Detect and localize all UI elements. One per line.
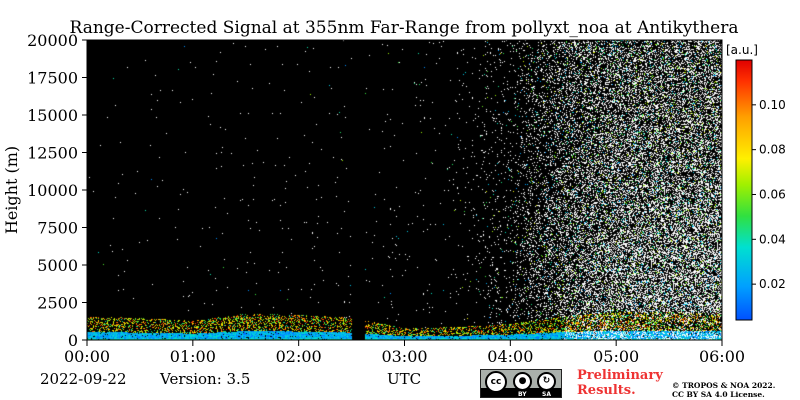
- x-tick-label: 06:00: [699, 347, 745, 366]
- colorbar-tick-label: 0.04: [759, 232, 786, 246]
- sa-label: SA: [542, 391, 551, 398]
- signal-heatmap-image: [87, 40, 722, 340]
- by-label: BY: [518, 391, 527, 398]
- y-tick-label: 17500: [27, 69, 78, 88]
- by-person-icon: ●: [513, 372, 532, 391]
- x-tick-label: 02:00: [276, 347, 322, 366]
- colorbar-tick-label: 0.10: [759, 98, 786, 112]
- colorbar: [735, 59, 753, 321]
- cc-license-badge: cc ● ↻ BY SA: [480, 369, 562, 398]
- chart-title: Range-Corrected Signal at 355nm Far-Rang…: [70, 18, 739, 38]
- y-tick-label: 0: [68, 331, 78, 350]
- x-tick-label: 00:00: [64, 347, 110, 366]
- preliminary-line2: Results.: [577, 383, 636, 398]
- colorbar-unit-label: [a.u.]: [726, 43, 758, 57]
- x-axis: 00:00 01:00 02:00 03:00 04:00 05:00 06:00: [64, 340, 745, 366]
- copyright-line1: © TROPOS & NOA 2022.: [672, 381, 776, 390]
- y-tick-label: 10000: [27, 181, 78, 200]
- cc-icon: cc: [485, 371, 507, 393]
- colorbar-tick-label: 0.02: [759, 277, 786, 291]
- sa-share-icon: ↻: [537, 372, 556, 391]
- y-tick-label: 15000: [27, 106, 78, 125]
- y-tick-label: 7500: [37, 219, 78, 238]
- footer-version: Version: 3.5: [159, 370, 250, 388]
- preliminary-notice: Preliminary Results.: [577, 368, 663, 398]
- x-tick-label: 05:00: [593, 347, 639, 366]
- y-axis: 0 2500 5000 7500 10000 12500 15000 17500 20000: [27, 31, 87, 350]
- x-tick-label: 01:00: [170, 347, 216, 366]
- footer-date: 2022-09-22: [40, 370, 126, 388]
- x-tick-label: 04:00: [487, 347, 533, 366]
- y-tick-label: 5000: [37, 256, 78, 275]
- x-tick-label: 03:00: [381, 347, 427, 366]
- y-tick-label: 12500: [27, 144, 78, 163]
- y-tick-label: 2500: [37, 294, 78, 313]
- colorbar-tick-label: 0.06: [759, 187, 786, 201]
- colorbar-ticks: 0.02 0.04 0.06 0.08 0.10: [752, 98, 786, 291]
- y-tick-label: 20000: [27, 31, 78, 50]
- copyright-line2: CC BY SA 4.0 License.: [672, 390, 765, 399]
- x-axis-unit-label: UTC: [387, 370, 421, 388]
- y-axis-label: Height (m): [2, 146, 21, 234]
- colorbar-tick-label: 0.08: [759, 143, 786, 157]
- signal-heatmap: [87, 40, 722, 340]
- preliminary-line1: Preliminary: [577, 368, 663, 383]
- copyright-notice: © TROPOS & NOA 2022. CC BY SA 4.0 Licens…: [672, 381, 775, 399]
